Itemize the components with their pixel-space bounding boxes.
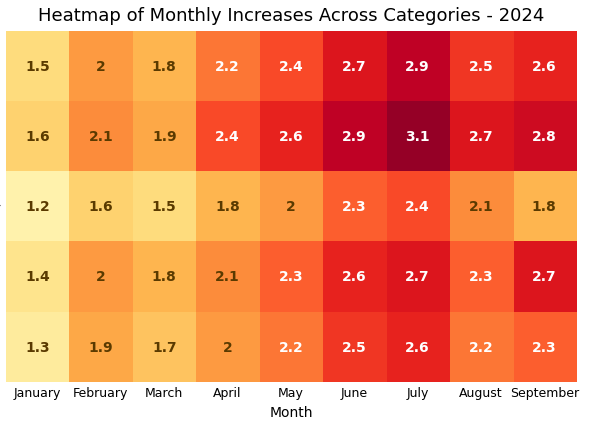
Text: 2.7: 2.7 — [532, 270, 556, 284]
Text: 1.3: 1.3 — [25, 340, 50, 354]
Text: 1.6: 1.6 — [89, 200, 113, 214]
Text: 2.3: 2.3 — [342, 200, 366, 214]
Text: 3.1: 3.1 — [406, 130, 430, 144]
Text: 1.9: 1.9 — [152, 130, 176, 144]
Text: 2.3: 2.3 — [469, 270, 493, 284]
Text: 1.7: 1.7 — [152, 340, 176, 354]
Text: 2.6: 2.6 — [532, 60, 556, 74]
Text: 2: 2 — [96, 270, 106, 284]
Text: 2.4: 2.4 — [215, 130, 240, 144]
Text: 1.9: 1.9 — [89, 340, 113, 354]
Text: 2.1: 2.1 — [215, 270, 240, 284]
Text: 2.5: 2.5 — [469, 60, 493, 74]
Text: 1.6: 1.6 — [25, 130, 50, 144]
Text: 2.7: 2.7 — [342, 60, 366, 74]
Text: 2.6: 2.6 — [342, 270, 366, 284]
Text: 2.7: 2.7 — [406, 270, 430, 284]
Text: 2: 2 — [286, 200, 296, 214]
Text: 2.6: 2.6 — [279, 130, 303, 144]
Text: 1.4: 1.4 — [25, 270, 50, 284]
X-axis label: Month: Month — [269, 405, 313, 419]
Text: 2.7: 2.7 — [469, 130, 493, 144]
Text: 2.8: 2.8 — [532, 130, 556, 144]
Text: 2.9: 2.9 — [342, 130, 366, 144]
Text: 1.5: 1.5 — [25, 60, 50, 74]
Text: 2: 2 — [223, 340, 233, 354]
Text: 2.1: 2.1 — [89, 130, 113, 144]
Text: 2.4: 2.4 — [406, 200, 430, 214]
Text: 2.5: 2.5 — [342, 340, 366, 354]
Text: 2.1: 2.1 — [469, 200, 493, 214]
Text: 2.3: 2.3 — [532, 340, 556, 354]
Text: 1.5: 1.5 — [152, 200, 176, 214]
Text: 1.8: 1.8 — [532, 200, 556, 214]
Text: 1.2: 1.2 — [25, 200, 50, 214]
Title: Heatmap of Monthly Increases Across Categories - 2024: Heatmap of Monthly Increases Across Cate… — [38, 7, 544, 25]
Text: 1.8: 1.8 — [152, 270, 176, 284]
Text: 1.8: 1.8 — [152, 60, 176, 74]
Text: 2.3: 2.3 — [279, 270, 303, 284]
Text: 2.2: 2.2 — [469, 340, 493, 354]
Text: 2.6: 2.6 — [406, 340, 430, 354]
Text: 2.2: 2.2 — [279, 340, 303, 354]
Text: 1.8: 1.8 — [215, 200, 240, 214]
Text: 2.4: 2.4 — [279, 60, 303, 74]
Text: 2.2: 2.2 — [215, 60, 240, 74]
Text: 2: 2 — [96, 60, 106, 74]
Text: 2.9: 2.9 — [406, 60, 430, 74]
